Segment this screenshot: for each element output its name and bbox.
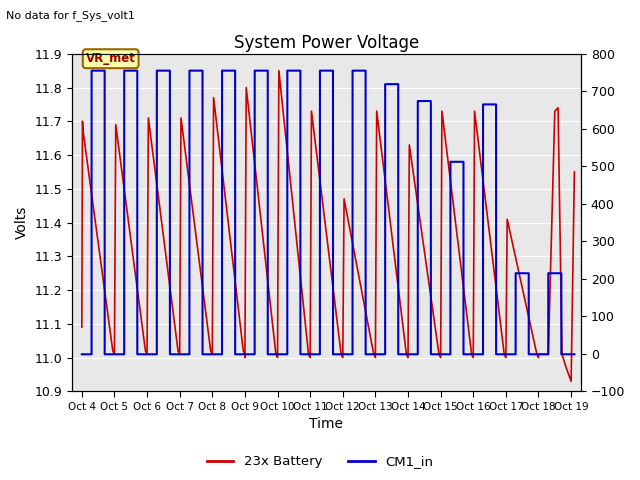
- Legend: 23x Battery, CM1_in: 23x Battery, CM1_in: [202, 450, 438, 473]
- Text: No data for f_Sys_volt1: No data for f_Sys_volt1: [6, 10, 135, 21]
- X-axis label: Time: Time: [310, 418, 344, 432]
- Title: System Power Voltage: System Power Voltage: [234, 34, 419, 52]
- Text: VR_met: VR_met: [86, 52, 136, 65]
- Y-axis label: Volts: Volts: [15, 206, 29, 239]
